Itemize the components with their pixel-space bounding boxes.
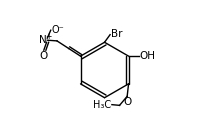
Text: OH: OH	[140, 51, 156, 61]
Text: O: O	[39, 51, 48, 61]
Text: +: +	[45, 32, 51, 41]
Text: N: N	[39, 35, 47, 45]
Text: H₃C: H₃C	[93, 100, 111, 110]
Text: Br: Br	[111, 29, 122, 39]
Text: O⁻: O⁻	[51, 24, 64, 35]
Text: O: O	[123, 97, 131, 107]
